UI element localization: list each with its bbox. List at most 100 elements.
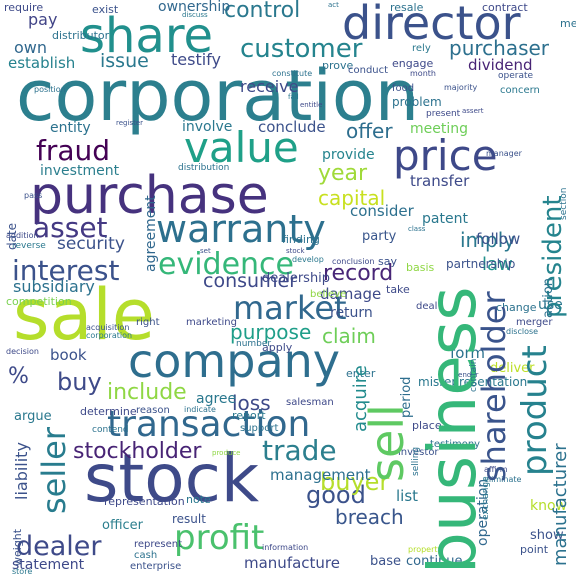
cloud-word: investor xyxy=(398,447,439,458)
cloud-word: return xyxy=(330,305,373,321)
cloud-word: period xyxy=(399,376,414,418)
cloud-word: problem xyxy=(392,95,442,109)
cloud-word: entity xyxy=(50,120,91,136)
cloud-word: point xyxy=(520,543,549,556)
cloud-word: pass xyxy=(24,191,43,200)
cloud-word: date xyxy=(5,222,19,250)
cloud-word: statement xyxy=(12,557,85,573)
cloud-word: agreement xyxy=(143,195,159,272)
cloud-word: stock xyxy=(286,247,305,255)
cloud-word: constitute xyxy=(272,69,313,78)
cloud-word: shareholder xyxy=(475,291,513,482)
cloud-word: month xyxy=(410,69,436,78)
cloud-word: purchase xyxy=(30,166,269,226)
cloud-word: distribution xyxy=(178,163,230,173)
cloud-word: book xyxy=(50,346,87,364)
cloud-word: register xyxy=(116,119,143,127)
cloud-word: act xyxy=(328,1,339,9)
cloud-word: take xyxy=(386,283,410,296)
cloud-word: addition xyxy=(6,231,39,240)
cloud-word: determine xyxy=(80,405,137,418)
cloud-word: require xyxy=(4,1,44,14)
cloud-word: disclose xyxy=(506,327,539,336)
cloud-word: form xyxy=(450,344,485,362)
cloud-word: fraud xyxy=(36,134,111,167)
cloud-word: concern xyxy=(500,85,540,96)
cloud-word: liability xyxy=(12,442,31,500)
cloud-word: develop xyxy=(292,255,324,264)
cloud-word: continue xyxy=(406,554,463,569)
cloud-word: affirm xyxy=(484,465,508,474)
cloud-word: argue xyxy=(14,409,52,424)
cloud-word: consider xyxy=(350,202,414,220)
cloud-word: sale xyxy=(13,274,155,356)
cloud-word: contain xyxy=(469,358,479,392)
cloud-word: breach xyxy=(335,505,404,529)
cloud-word: vendor xyxy=(454,371,479,379)
cloud-word: partnership xyxy=(446,257,516,271)
cloud-word: management xyxy=(270,466,371,484)
cloud-word: loss xyxy=(232,391,271,415)
cloud-word: exchange xyxy=(481,476,491,520)
cloud-word: competition xyxy=(6,295,72,308)
cloud-word: stock xyxy=(84,440,260,517)
cloud-word: dealer xyxy=(16,531,102,562)
cloud-word: marketing xyxy=(186,317,237,328)
cloud-word: interest xyxy=(12,254,120,287)
cloud-word: eliminate xyxy=(484,475,522,484)
cloud-word: corporation xyxy=(16,55,420,137)
cloud-word: director xyxy=(342,0,521,50)
cloud-word: claim xyxy=(322,324,376,348)
cloud-word: evidence xyxy=(158,247,295,282)
cloud-word: profit xyxy=(174,518,265,558)
cloud-word: deal xyxy=(416,301,438,312)
cloud-word: operate xyxy=(498,71,534,81)
cloud-word: exist xyxy=(92,3,119,16)
cloud-word: contend xyxy=(92,425,129,435)
cloud-word: agree xyxy=(196,391,237,407)
cloud-word: section xyxy=(559,187,569,220)
cloud-word: party xyxy=(362,229,397,244)
cloud-word: record xyxy=(323,261,394,286)
cloud-word: enterprise xyxy=(130,561,182,572)
cloud-word: testify xyxy=(171,50,221,69)
cloud-word: selling xyxy=(411,446,421,476)
cloud-word: market xyxy=(233,289,347,327)
cloud-word: warranty xyxy=(156,207,326,251)
cloud-word: consumer xyxy=(203,270,298,292)
cloud-word: resale xyxy=(390,1,424,14)
cloud-word: security xyxy=(57,234,125,254)
cloud-word: result xyxy=(172,512,206,526)
cloud-word: customer xyxy=(240,34,363,64)
cloud-word: say xyxy=(378,255,397,268)
cloud-word: corporation xyxy=(86,331,133,340)
cloud-word: show xyxy=(530,528,564,543)
cloud-word: number xyxy=(236,339,272,349)
cloud-word: patent xyxy=(422,211,468,227)
cloud-word: testimony xyxy=(430,439,481,450)
cloud-word: meeting xyxy=(410,121,469,137)
cloud-word: acquisition xyxy=(86,323,130,332)
cloud-word: control xyxy=(224,0,301,23)
cloud-word: use xyxy=(538,297,563,313)
cloud-word: purchaser xyxy=(449,36,550,60)
cloud-word: buy xyxy=(57,368,102,396)
cloud-word: cash xyxy=(134,550,158,561)
cloud-word: transfer xyxy=(410,172,470,190)
cloud-word: acquire xyxy=(350,365,371,432)
cloud-word: involve xyxy=(182,119,233,135)
cloud-word: action xyxy=(541,277,556,318)
cloud-word: contract xyxy=(482,1,528,14)
cloud-word: damage xyxy=(320,285,382,303)
cloud-word: know xyxy=(530,498,567,514)
cloud-word: reverse xyxy=(12,241,46,251)
cloud-word: finding xyxy=(282,233,320,246)
cloud-word: represent xyxy=(134,539,183,550)
cloud-word: support xyxy=(240,423,279,434)
cloud-word: officer xyxy=(102,518,144,533)
cloud-word: dividend xyxy=(468,56,533,74)
cloud-word: follow xyxy=(476,230,521,248)
cloud-word: rely xyxy=(412,43,431,54)
cloud-word: distributor xyxy=(52,29,110,42)
